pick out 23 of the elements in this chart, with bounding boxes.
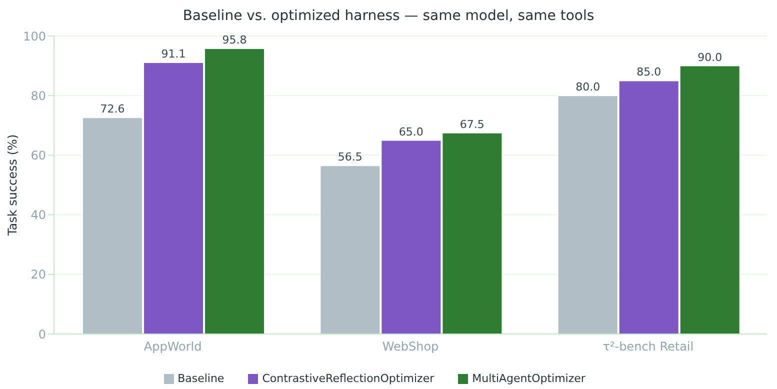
y-tick-label: 40 <box>30 208 46 222</box>
y-axis-title: Task success (%) <box>5 134 20 237</box>
y-tick-label: 60 <box>30 148 46 162</box>
data-label: 90.0 <box>698 50 722 64</box>
legend-label: Baseline <box>178 372 224 385</box>
data-label: 95.8 <box>222 34 247 47</box>
legend-label: MultiAgentOptimizer <box>472 372 586 385</box>
x-tick-label: WebShop <box>382 340 439 354</box>
data-label: 80.0 <box>576 80 600 94</box>
legend-label: ContrastiveReflectionOptimizer <box>262 372 434 385</box>
y-tick-label: 80 <box>30 88 46 103</box>
x-tick-label: AppWorld <box>144 340 202 354</box>
data-label: 67.5 <box>460 118 484 131</box>
data-label: 85.0 <box>636 66 662 79</box>
chart-title: Baseline vs. optimized harness — same model, same tools <box>182 7 596 26</box>
data-label: 72.6 <box>100 102 125 116</box>
x-tick-label: τ²-bench Retail <box>602 340 694 354</box>
y-tick-label: 0 <box>38 327 46 342</box>
data-label: 91.1 <box>161 48 186 61</box>
y-tick-label: 20 <box>30 268 46 282</box>
y-tick-label: 100 <box>23 29 46 44</box>
data-label: 56.5 <box>338 150 362 164</box>
data-label: 65.0 <box>398 125 424 138</box>
